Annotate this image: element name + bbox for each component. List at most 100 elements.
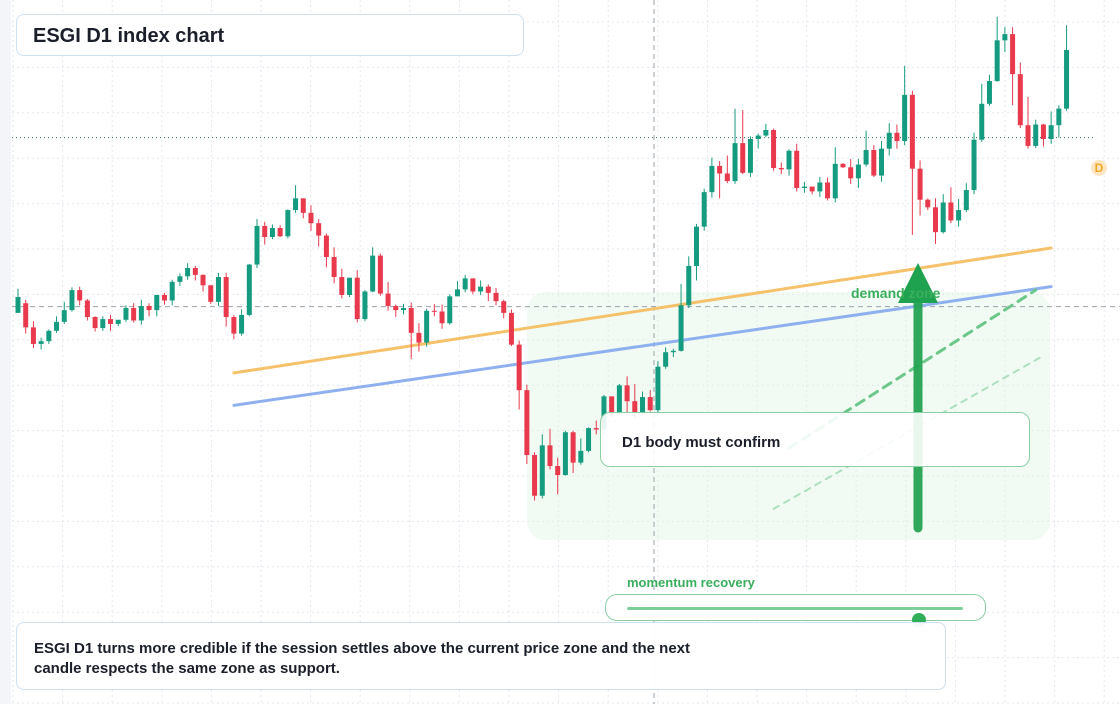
candle-body-bull (578, 450, 584, 463)
candle-body-bear (161, 294, 167, 301)
candle-body-bear (92, 317, 98, 329)
candle-body-bull (347, 277, 353, 295)
analysis-note: ESGI D1 turns more credible if the sessi… (34, 640, 691, 677)
candle-body-bear (555, 466, 561, 476)
candle-body-bear (724, 173, 730, 182)
candle-body-bear (385, 293, 391, 306)
candle-body-bull (678, 305, 684, 351)
confirm-callout: D1 body must confirm (600, 412, 1030, 467)
candle-body-bear (871, 150, 877, 176)
candle-body-bear (532, 455, 538, 496)
orange-trendline (232, 246, 1053, 375)
candle-body-bear (794, 150, 800, 188)
candle-body-bull (663, 352, 669, 367)
candle-body-bear (208, 285, 214, 302)
candle-body-bear (493, 292, 499, 302)
candle-body-bull (747, 139, 753, 173)
candle-body-bull (401, 308, 406, 311)
candle-body-bear (316, 223, 322, 236)
candle-body-bear (647, 397, 653, 411)
candle-body-bear (501, 301, 507, 313)
candle-body-bull (539, 445, 545, 496)
candle-body-bull (424, 310, 430, 343)
candle-body-bull (956, 210, 962, 221)
candle-body-bull (61, 310, 67, 322)
candle-body-bear (200, 274, 206, 286)
candle-body-bull (940, 202, 946, 233)
candle-body-bull (655, 366, 661, 411)
candle-body-bull (801, 186, 807, 188)
momentum-label: momentum recovery (627, 575, 755, 590)
candle-body-bull (215, 277, 221, 302)
demand-zone-label: demand zone (851, 285, 941, 301)
candle-body-bear (1025, 125, 1031, 146)
candle-body-bull (1002, 34, 1008, 41)
candle-body-bear (339, 277, 345, 295)
candle-body-bull (38, 341, 44, 344)
candle-body-bear (609, 396, 615, 415)
candles (15, 16, 1070, 501)
candle-body-bear (570, 432, 576, 463)
candle-body-bear (778, 167, 784, 170)
candle-body-bull (269, 228, 275, 237)
candle-body-bear (809, 186, 815, 192)
candle-body-bear (717, 165, 723, 174)
candle-body-bull (817, 182, 823, 192)
chart-title: ESGI D1 index chart (33, 25, 225, 47)
candle-body-bull (177, 276, 183, 282)
candle-body-bear (84, 300, 90, 318)
price-badge[interactable]: D (1091, 160, 1107, 176)
confirm-text: D1 body must confirm (622, 434, 781, 451)
candle-body-bull (886, 132, 892, 149)
candle-body-bear (508, 312, 514, 345)
candle-body-bear (108, 319, 114, 324)
candle-body-bear (547, 445, 553, 467)
candle-body-bear (277, 228, 283, 237)
candle-body-bear (77, 290, 83, 301)
candle-body-bull (902, 94, 908, 142)
candle-body-bear (323, 235, 329, 257)
candle-body-bull (1056, 108, 1062, 126)
candle-body-bull (693, 226, 699, 266)
candle-body-bear (917, 168, 923, 200)
candle-body-bull (185, 268, 191, 277)
candle-body-bear (624, 385, 630, 402)
chart-title-box: ESGI D1 index chart (16, 14, 524, 56)
candle-body-bull (732, 143, 738, 182)
candle-body-bull (370, 255, 376, 292)
candle-body-bull (115, 319, 121, 324)
candle-body-bear (593, 428, 599, 430)
candle-body-bull (1048, 125, 1054, 139)
analysis-note-box: ESGI D1 turns more credible if the sessi… (16, 622, 946, 690)
candle-body-bear (909, 94, 915, 169)
candle-body-bull (46, 330, 52, 342)
candle-body-bull (169, 281, 175, 301)
candle-body-bear (632, 401, 638, 413)
candle-body-bull (686, 265, 692, 306)
candle-body-bear (262, 225, 268, 237)
candle-body-bear (524, 390, 530, 456)
candle-body-bull (285, 210, 291, 237)
candle-body-bull (670, 350, 676, 353)
momentum-track (627, 607, 963, 627)
candle-body-bull (478, 286, 484, 292)
candle-body-bull (701, 192, 707, 227)
candle-body-bear (470, 278, 476, 292)
candle-body-bull (239, 314, 245, 334)
candle-body-bull (246, 264, 252, 315)
price-levels (12, 0, 1120, 704)
candle-body-bull (100, 319, 106, 329)
candle-body-bull (562, 432, 568, 476)
candle-body-bear (740, 143, 746, 173)
candle-body-bear (948, 202, 954, 221)
candle-body-bull (54, 321, 60, 331)
candle-body-bear (848, 167, 854, 179)
candle-body-bear (416, 332, 422, 343)
candle-body-bear (331, 256, 337, 277)
candle-body-bull (15, 297, 21, 313)
candle-body-bull (963, 190, 969, 211)
candle-body-bull (763, 130, 769, 136)
candle-body-bear (825, 182, 831, 199)
candle-body-bull (69, 290, 75, 311)
candle-body-bull (447, 296, 453, 324)
